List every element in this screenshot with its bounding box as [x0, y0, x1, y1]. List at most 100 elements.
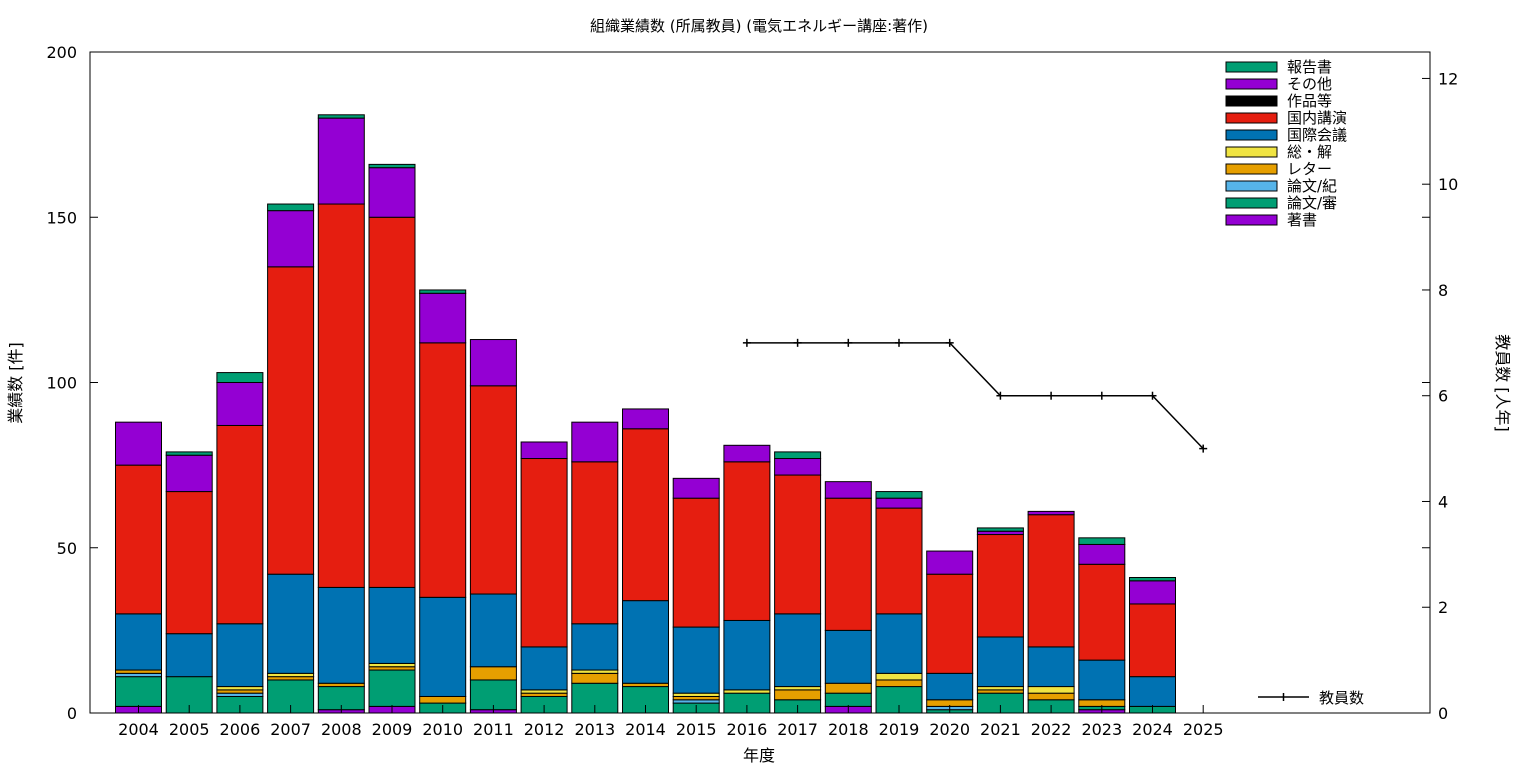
bar-segment-2024-6	[1129, 603, 1176, 678]
legend-entry-line: 教員数	[1258, 689, 1364, 707]
bar-segment-2005-8	[165, 454, 213, 493]
legend-entry: 作品等	[1225, 92, 1332, 110]
bar-segment-2010-5	[419, 596, 467, 697]
legend-swatch	[1225, 163, 1278, 175]
x-tick-label: 2005	[169, 720, 210, 739]
legend-entry: その他	[1225, 75, 1332, 93]
x-tick-label: 2013	[574, 720, 615, 739]
bar-segment-2015-8	[672, 477, 720, 499]
bar-segment-2013-6	[571, 461, 619, 625]
bar-segment-2018-5	[824, 629, 872, 684]
y2-tick-label: 6	[1438, 387, 1448, 406]
bar-segment-2010-8	[419, 292, 467, 344]
bar-segment-2022-5	[1027, 646, 1075, 688]
bar-segment-2004-6	[115, 464, 162, 615]
faculty-count-point-2016	[742, 338, 751, 347]
bar-segment-2023-5	[1078, 659, 1126, 701]
faculty-count-point-2022	[1047, 391, 1056, 400]
legend-swatch	[1225, 78, 1278, 90]
chart-title: 組織業績数 (所属教員) (電気エネルギー講座:著作)	[590, 17, 928, 35]
legend-entry: 論文/審	[1225, 194, 1337, 212]
x-tick-label: 2004	[118, 720, 159, 739]
bar-segment-2019-9	[875, 491, 923, 499]
bar-segment-2013-3	[571, 672, 619, 684]
legend-swatch	[1225, 61, 1278, 73]
bar-segment-2013-5	[571, 623, 619, 671]
bar-segment-2014-5	[622, 600, 669, 684]
faculty-count-point-2020	[945, 338, 954, 347]
faculty-count-point-2024	[1148, 391, 1157, 400]
bar-segment-2013-8	[571, 421, 619, 463]
bar-segment-2012-5	[520, 646, 568, 691]
y2-tick-label: 4	[1438, 492, 1448, 511]
y-tick-label: 0	[67, 704, 77, 723]
bar-segment-2012-6	[520, 458, 568, 648]
x-tick-label: 2008	[321, 720, 362, 739]
bar-segment-2011-8	[469, 339, 517, 387]
bar-segment-2008-5	[317, 586, 365, 684]
x-tick-label: 2010	[422, 720, 463, 739]
x-tick-label: 2012	[524, 720, 565, 739]
legend-entry: 国内講演	[1225, 109, 1347, 127]
bar-segment-2020-8	[926, 550, 974, 575]
bar-segment-2020-5	[926, 672, 974, 701]
bar-segment-2004-8	[115, 421, 162, 466]
bar-segment-2009-5	[368, 586, 416, 664]
bar-segment-2018-3	[824, 682, 872, 694]
bar-segment-2021-9	[976, 527, 1024, 532]
legend-entry: 総・解	[1225, 143, 1332, 161]
legend-entry: レター	[1225, 160, 1332, 178]
bar-segment-2012-8	[520, 441, 568, 460]
faculty-count-line	[746, 342, 1204, 450]
y-tick-label: 100	[46, 374, 77, 393]
bar-segment-2018-8	[824, 481, 872, 499]
legend-label: 総・解	[1287, 143, 1332, 161]
bar-segment-2021-6	[976, 534, 1024, 638]
y-axis-label: 業績数 [件]	[6, 342, 25, 424]
bar-segment-2018-6	[824, 497, 872, 631]
bar-segment-2014-8	[622, 408, 669, 430]
y-tick-label: 200	[46, 43, 77, 62]
faculty-count-point-2021	[996, 391, 1005, 400]
y2-tick-label: 10	[1438, 175, 1458, 194]
legend-swatch	[1225, 95, 1278, 107]
x-tick-label: 2017	[777, 720, 818, 739]
faculty-count-point-2023	[1097, 391, 1106, 400]
x-tick-label: 2020	[929, 720, 970, 739]
x-tick-label: 2021	[980, 720, 1021, 739]
bar-segment-2006-6	[216, 424, 264, 625]
bar-segment-2006-8	[216, 382, 264, 426]
legend-label: 国内講演	[1287, 109, 1347, 127]
bar-segment-2017-9	[774, 451, 822, 460]
x-tick-label: 2016	[727, 720, 768, 739]
x-tick-label: 2007	[270, 720, 311, 739]
legend-label: 報告書	[1287, 58, 1332, 76]
legend-entry: 国際会議	[1225, 126, 1347, 144]
bar-segment-2005-9	[165, 451, 213, 456]
legend-swatch	[1225, 112, 1278, 124]
bar-segment-2010-9	[419, 289, 467, 294]
x-tick-label: 2015	[676, 720, 717, 739]
bar-segment-2011-3	[469, 666, 517, 681]
legend-label: 著書	[1287, 211, 1317, 229]
x-tick-label: 2024	[1132, 720, 1173, 739]
legend-swatch	[1225, 129, 1278, 141]
legend-label: レター	[1287, 160, 1332, 178]
legend-swatch	[1225, 146, 1278, 158]
legend-swatch	[1225, 180, 1278, 192]
bar-segment-2022-8	[1027, 510, 1075, 516]
bar-segment-2017-5	[774, 613, 822, 688]
bar-segment-2019-5	[875, 613, 923, 674]
bar-segment-2023-6	[1078, 563, 1126, 661]
legend-label: 論文/審	[1287, 194, 1337, 212]
bar-segment-2009-6	[368, 216, 416, 588]
x-tick-label: 2025	[1183, 720, 1224, 739]
bar-segment-2023-8	[1078, 543, 1126, 565]
bar-segment-2019-6	[875, 507, 923, 615]
bar-segment-2014-6	[622, 428, 669, 602]
bar-segment-2006-5	[216, 623, 264, 688]
y2-tick-label: 0	[1438, 704, 1448, 723]
bar-segment-2016-8	[723, 444, 771, 463]
bar-segment-2004-1	[115, 676, 162, 707]
bar-segment-2022-4	[1027, 686, 1075, 694]
